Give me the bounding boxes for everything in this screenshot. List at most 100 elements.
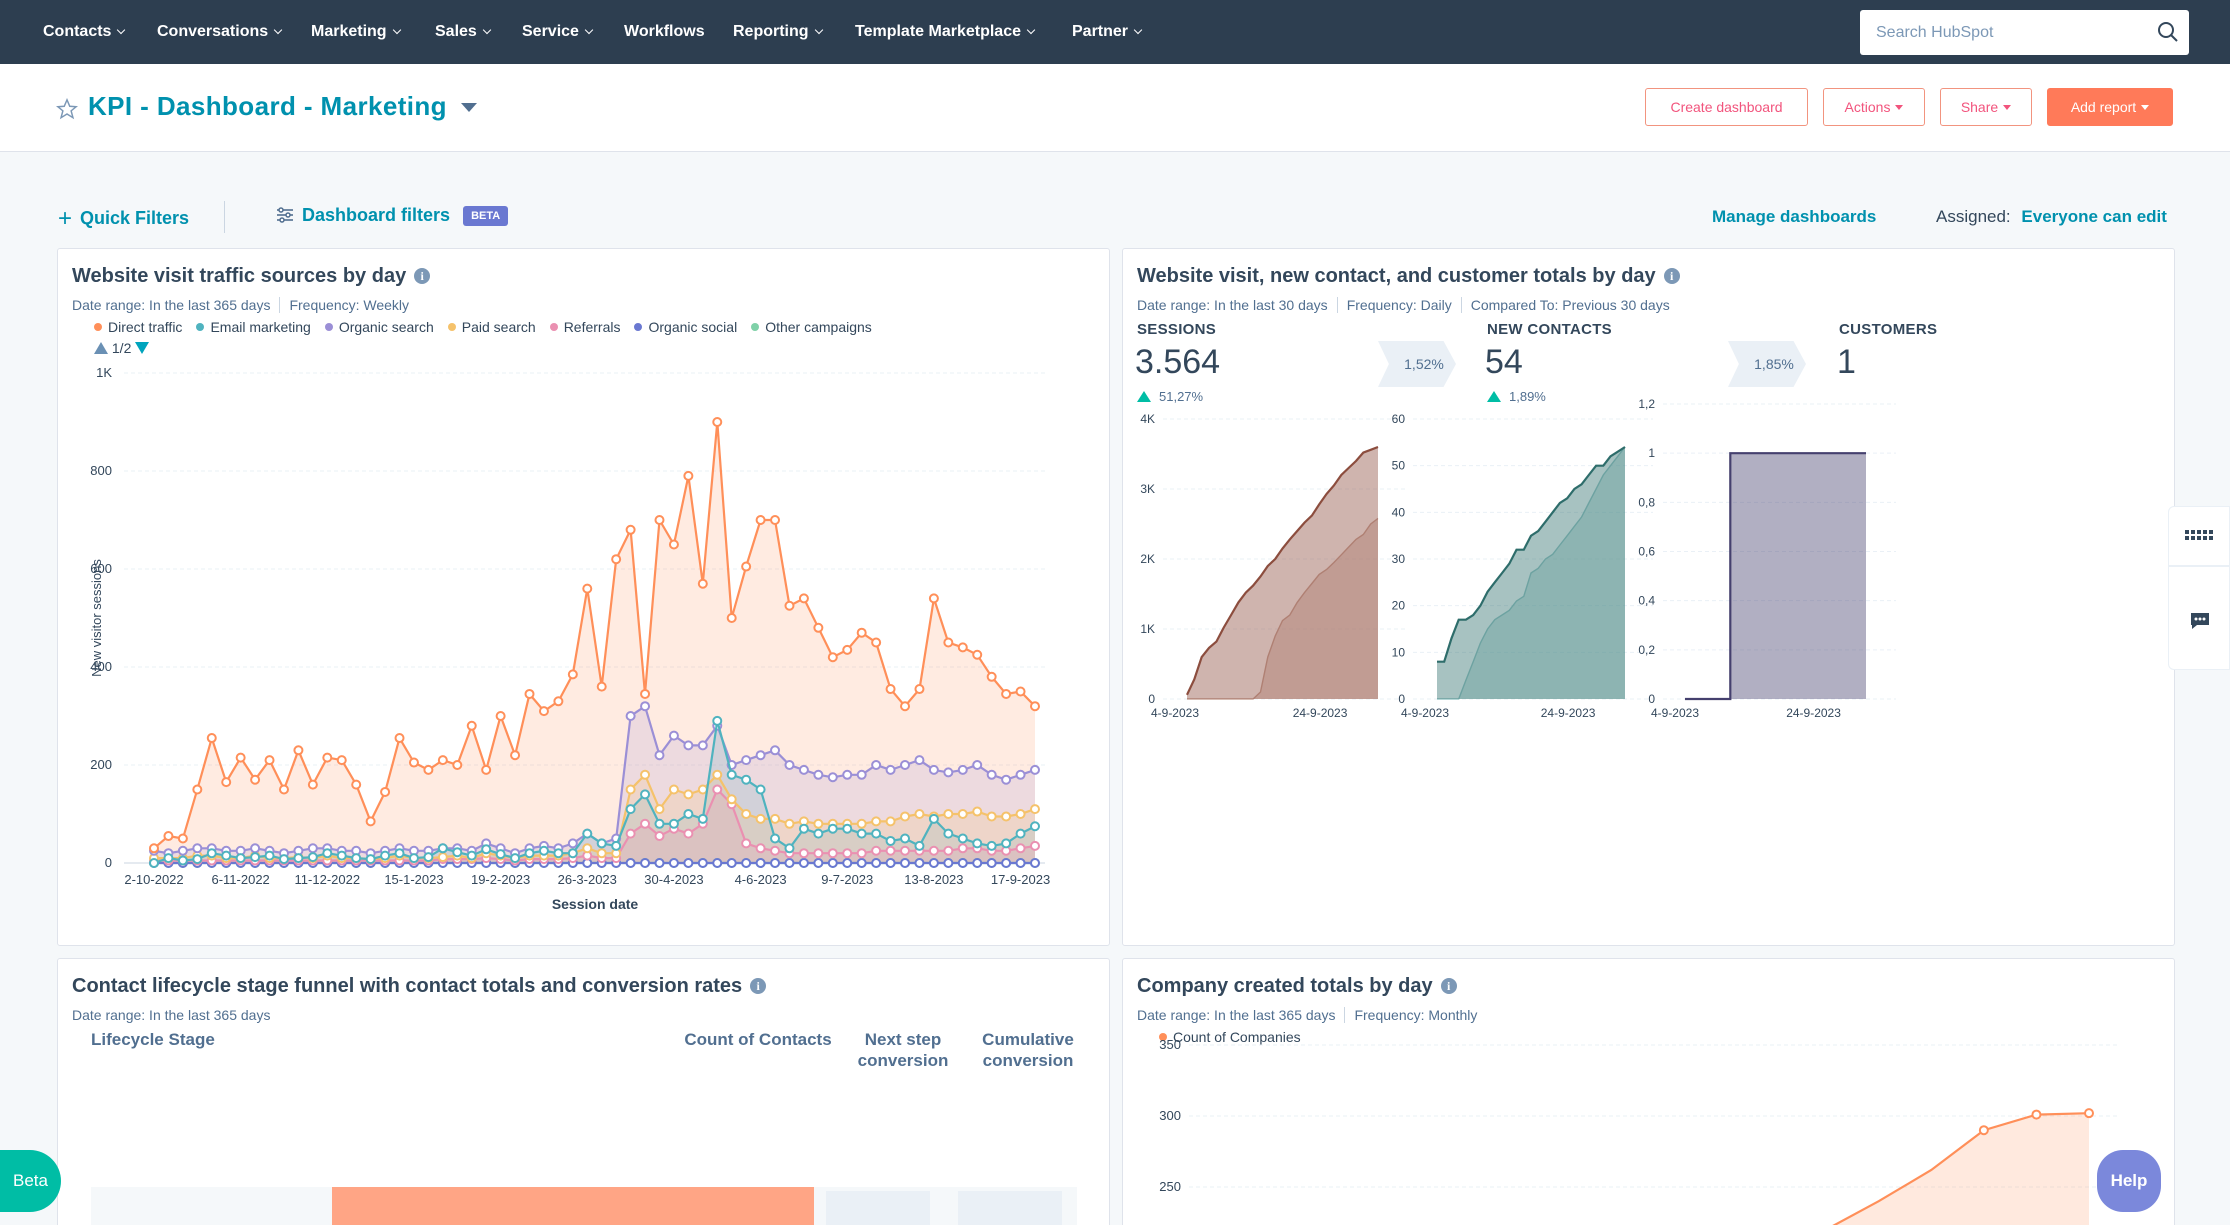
search-icon[interactable] [2157,21,2179,43]
x-tick-label: 9-7-2023 [821,872,873,887]
search-input[interactable]: Search HubSpot [1860,10,2189,55]
nav-partner[interactable]: Partner [1072,0,1143,64]
data-point [365,854,376,865]
card-title[interactable]: Company created totals by day i [1137,975,1457,998]
y-tick-label: 1 [1648,446,1655,460]
manage-dashboards-label: Manage dashboards [1712,207,1877,226]
data-point [827,858,838,868]
nav-sales[interactable]: Sales [435,0,492,64]
date-range: Date range: In the last 365 days [72,1007,271,1023]
legend-item[interactable]: Organic search [324,319,434,335]
add-report-button[interactable]: Add report [2047,88,2173,126]
info-icon[interactable]: i [414,268,431,284]
data-point [986,840,997,851]
nav-service[interactable]: Service [522,0,594,64]
data-point [755,750,766,761]
series-area [1187,518,1378,699]
caret-down-icon [1895,105,1904,110]
data-point [1978,1125,1989,1136]
pager-up-icon[interactable] [94,342,108,354]
caret-down-icon[interactable] [460,103,477,112]
legend-item[interactable]: Email marketing [196,319,311,335]
data-point [394,733,405,744]
nav-conversations[interactable]: Conversations [157,0,283,64]
data-point [1015,843,1026,854]
legend-label: Other campaigns [765,319,872,335]
legend-item[interactable]: Organic social [634,319,737,335]
help-button[interactable]: Help [2097,1150,2161,1212]
info-icon[interactable]: i [1440,978,1457,994]
nav-marketing[interactable]: Marketing [311,0,401,64]
legend-item[interactable]: Referrals [549,319,620,335]
data-point [235,853,246,864]
data-point [741,809,752,819]
beta-feedback-button[interactable]: Beta [0,1150,61,1212]
y-tick-label: 0,8 [1638,495,1655,509]
column-header-next-step: Next step conversion [818,1029,988,1071]
star-icon[interactable] [56,98,78,120]
nav-workflows[interactable]: Workflows [624,0,705,64]
legend-item[interactable]: Paid search [447,319,536,335]
data-point [668,730,679,741]
compared-to: Compared To: Previous 30 days [1470,297,1670,313]
nav-template-marketplace[interactable]: Template Marketplace [855,0,1036,64]
data-point [683,809,694,819]
data-point [885,845,896,856]
y-tick-label: 0,6 [1638,545,1655,559]
share-button[interactable]: Share [1940,88,2032,126]
data-point [481,844,492,855]
info-icon[interactable]: i [750,978,767,994]
data-point [1001,688,1012,699]
data-point [192,843,203,854]
data-point [380,850,391,861]
divider [224,201,225,233]
dashboard-filters-button[interactable]: Dashboard filters BETA [276,205,509,226]
legend-dot [634,323,643,331]
data-point [250,852,261,863]
legend-label: Email marketing [210,319,311,335]
card-title[interactable]: Contact lifecycle stage funnel with cont… [72,975,767,998]
apps-grid-button[interactable] [2168,506,2230,566]
y-tick-label: 2K [1140,552,1155,566]
data-point [683,470,694,481]
data-point [1030,764,1040,775]
data-point [235,752,246,763]
data-point [712,858,723,868]
card-meta: Date range: In the last 365 days Frequenc… [1137,1007,1477,1023]
legend-item[interactable]: Other campaigns [751,319,872,335]
x-axis-label: Session date [552,896,639,912]
quick-filters-button[interactable]: + Quick Filters [58,205,189,233]
y-tick-label: 300 [1159,1108,1181,1123]
data-point [914,809,925,819]
data-point [567,669,578,680]
data-point [784,858,795,868]
legend-item[interactable]: Count of Companies [1159,1029,1301,1045]
nav-contacts[interactable]: Contacts [43,0,126,64]
legend-item[interactable]: Direct traffic [94,319,182,335]
data-point [784,818,795,829]
data-point [322,752,333,763]
info-icon[interactable]: i [1663,268,1680,284]
card-title[interactable]: Website visit traffic sources by day i [72,265,431,288]
data-point [871,845,882,856]
assigned-value-link[interactable]: Everyone can edit [2021,207,2167,226]
nav-reporting[interactable]: Reporting [733,0,823,64]
y-tick-label: 400 [90,659,112,674]
funnel-bar[interactable] [332,1187,814,1225]
manage-dashboards-link[interactable]: Manage dashboards [1712,207,1876,227]
data-point [798,823,809,834]
create-dashboard-button[interactable]: Create dashboard [1645,88,1808,126]
card-meta: Date range: In the last 30 days Frequency… [1137,297,1670,313]
data-point [842,823,853,834]
caret-down-icon [2003,105,2012,110]
button-label: Share [1960,99,1999,115]
column-header-cumulative: Cumulative conversion [948,1029,1108,1071]
button-label: Create dashboard [1670,99,1783,115]
pager-down-icon[interactable] [135,342,150,354]
actions-button[interactable]: Actions [1823,88,1925,126]
card-title[interactable]: Website visit, new contact, and customer… [1137,265,1680,288]
dashboard-title[interactable]: KPI - Dashboard - Marketing [88,91,477,122]
chat-button[interactable] [2168,566,2230,670]
nav-label: Workflows [624,23,705,40]
